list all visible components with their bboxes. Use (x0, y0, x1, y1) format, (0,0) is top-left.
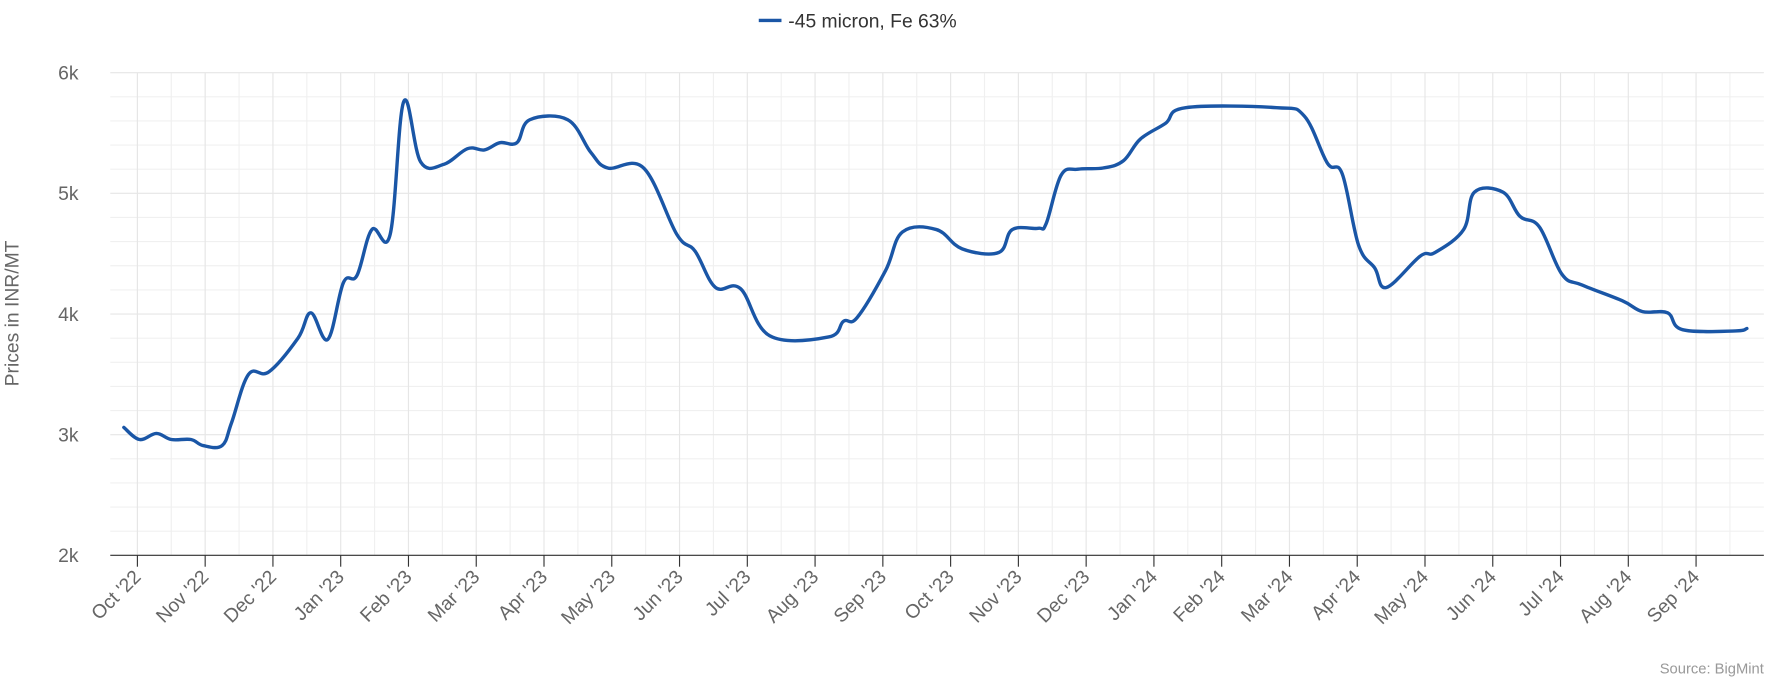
x-tick-label: Nov '23 (966, 567, 1027, 628)
x-tick-label: May '23 (558, 567, 620, 629)
source: Source: BigMint (1660, 661, 1764, 677)
x-tick-label: Dec '22 (220, 567, 281, 628)
legend-label: -45 micron, Fe 63% (788, 11, 956, 32)
x-tick-label: Oct '23 (901, 567, 959, 625)
y-tick-label: 3k (58, 425, 79, 446)
x-tick-label: Sep '23 (830, 567, 891, 628)
x-tick-label: Apr '23 (494, 567, 552, 625)
x-tick-label: Aug '23 (762, 567, 823, 628)
x-tick-label: Feb '24 (1170, 567, 1230, 627)
x-tick-label: Mar '24 (1238, 567, 1298, 627)
x-tick-label: Feb '23 (357, 567, 417, 627)
y-tick-label: 6k (58, 63, 79, 84)
x-tick-label: Dec '23 (1034, 567, 1095, 628)
x-tick-label: Oct '22 (88, 567, 146, 625)
x-tick-label: Jan '23 (290, 567, 348, 625)
y-tick-label: 2k (58, 546, 79, 567)
x-tick-label: Jul '24 (1515, 567, 1569, 621)
x-tick-label: Jun '23 (629, 567, 687, 625)
x-tick-label: May '24 (1371, 567, 1433, 629)
x-tick-label: Mar '23 (424, 567, 484, 627)
x-tick-label: Jul '23 (702, 567, 756, 621)
y-tick-label: 5k (58, 184, 79, 205)
x-tick-label: Jun '24 (1442, 567, 1501, 626)
y-axis-label: Prices in INR/MT (2, 240, 23, 386)
line-series (122, 98, 1749, 450)
x-tick-label: Jan '24 (1104, 567, 1163, 626)
y-tick-label: 4k (58, 305, 79, 326)
x-tick-label: Aug '24 (1576, 567, 1637, 628)
x-tick-label: Apr '24 (1308, 567, 1366, 625)
x-tick-label: Nov '22 (153, 567, 214, 628)
x-tick-label: Sep '24 (1643, 567, 1704, 628)
